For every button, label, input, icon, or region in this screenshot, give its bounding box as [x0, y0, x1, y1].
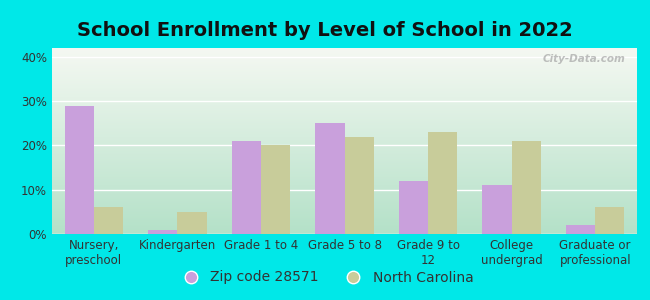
Bar [566, 225, 595, 234]
Bar [595, 207, 625, 234]
Bar [344, 136, 374, 234]
Bar [261, 146, 290, 234]
Bar [94, 207, 123, 234]
Bar [231, 141, 261, 234]
Bar [482, 185, 512, 234]
Bar [512, 141, 541, 234]
Bar [148, 230, 177, 234]
Text: City-Data.com: City-Data.com [543, 54, 625, 64]
Legend: Zip code 28571, North Carolina: Zip code 28571, North Carolina [171, 265, 479, 290]
Text: School Enrollment by Level of School in 2022: School Enrollment by Level of School in … [77, 21, 573, 40]
Bar [177, 212, 207, 234]
Bar [315, 123, 344, 234]
Bar [428, 132, 458, 234]
Bar [64, 106, 94, 234]
Bar [399, 181, 428, 234]
